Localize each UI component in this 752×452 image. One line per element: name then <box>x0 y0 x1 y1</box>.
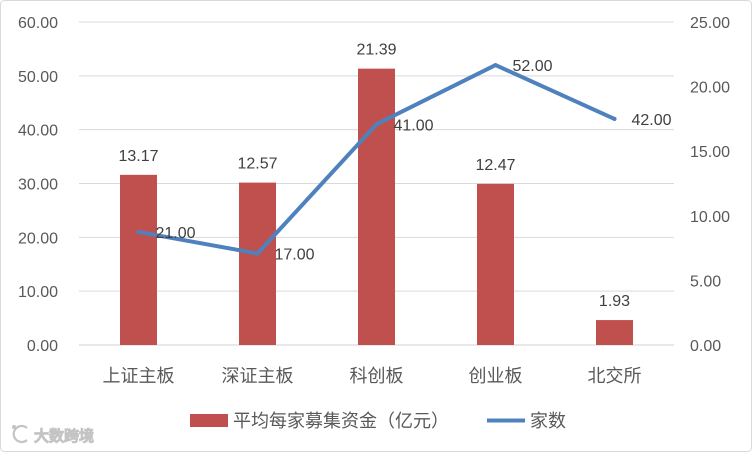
brand-logo-icon <box>12 424 28 444</box>
x-tick-label: 科创板 <box>350 366 404 386</box>
line-data-label: 52.00 <box>513 58 553 75</box>
y-right-tick-label: 25.00 <box>690 15 730 32</box>
brand-logo-dot <box>12 425 16 429</box>
avg-funding-bar <box>477 183 514 345</box>
y-right-tick-label: 10.00 <box>690 209 730 226</box>
line-point <box>612 116 617 121</box>
line-point <box>493 63 498 68</box>
line-data-label: 41.00 <box>394 117 434 134</box>
y-left-tick-label: 20.00 <box>18 230 58 247</box>
watermark-text: 大数跨境 <box>34 427 94 445</box>
legend: 平均每家募集资金（亿元） 家数 <box>190 411 566 431</box>
y-right-tick-label: 0.00 <box>690 338 721 355</box>
y-left-tick-label: 0.00 <box>27 338 58 355</box>
line-data-label: 42.00 <box>632 112 672 129</box>
bar-data-label: 1.93 <box>599 293 630 310</box>
avg-funding-bar <box>120 174 157 345</box>
y-left-tick-label: 30.00 <box>18 177 58 194</box>
x-tick-label: 深证主板 <box>222 366 294 386</box>
data-labels: 13.17 12.57 21.39 12.47 1.93 21.00 17.00 41.00 5… <box>118 42 671 310</box>
legend-bar-swatch <box>190 414 228 427</box>
line-data-label: 17.00 <box>275 246 315 263</box>
legend-label-avg-funding: 平均每家募集资金（亿元） <box>233 411 449 431</box>
x-tick-label: 北交所 <box>588 366 642 386</box>
y-right-tick-label: 20.00 <box>690 80 730 97</box>
bar-data-label: 13.17 <box>118 148 158 165</box>
line-data-label: 21.00 <box>156 225 196 242</box>
x-tick-label: 创业板 <box>469 366 523 386</box>
y-axis-left: 0.00 10.00 20.00 30.00 40.00 50.00 60.00 <box>18 15 58 355</box>
y-axis-right: 0.00 5.00 10.00 15.00 20.00 25.00 <box>690 15 730 355</box>
y-left-tick-label: 60.00 <box>18 15 58 32</box>
y-left-tick-label: 10.00 <box>18 284 58 301</box>
bar-series <box>120 68 633 345</box>
line-series <box>136 63 617 256</box>
line-point <box>136 229 141 234</box>
legend-label-count: 家数 <box>530 411 566 431</box>
avg-funding-bar <box>239 182 276 345</box>
avg-funding-bar <box>358 68 395 345</box>
y-right-tick-label: 5.00 <box>690 273 721 290</box>
bar-data-label: 21.39 <box>356 42 396 59</box>
avg-funding-bar <box>596 320 633 345</box>
line-point <box>255 251 260 256</box>
y-left-tick-label: 50.00 <box>18 69 58 86</box>
bar-data-label: 12.47 <box>475 157 515 174</box>
y-right-tick-label: 15.00 <box>690 144 730 161</box>
watermark: 大数跨境 <box>12 424 94 445</box>
x-axis-categories: 上证主板 深证主板 科创板 创业板 北交所 <box>103 366 642 386</box>
y-left-tick-label: 40.00 <box>18 123 58 140</box>
bar-data-label: 12.57 <box>237 156 277 173</box>
line-point <box>374 122 379 127</box>
x-tick-label: 上证主板 <box>103 366 175 386</box>
